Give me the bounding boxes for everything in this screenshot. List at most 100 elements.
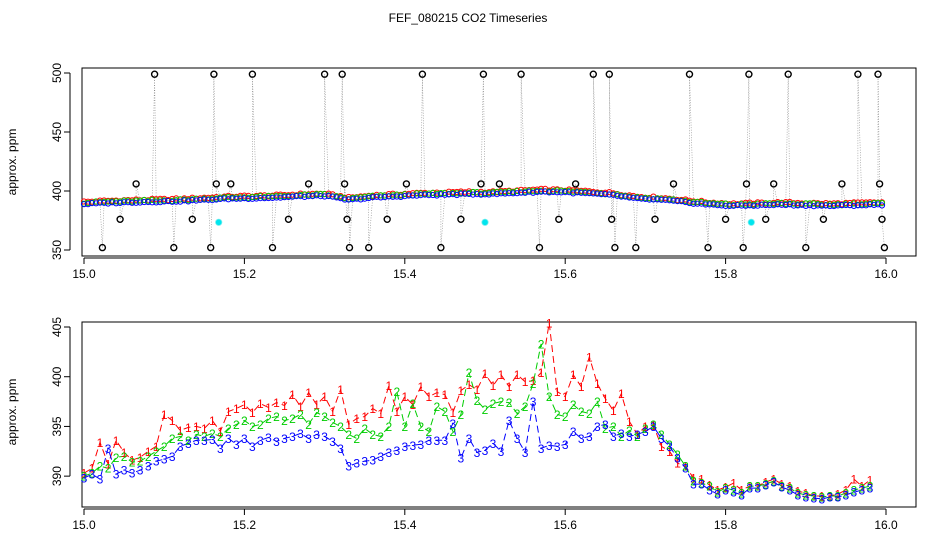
bottom-point-series-2: 2 (458, 408, 465, 422)
bottom-x-tick-label: 15.6 (554, 518, 578, 532)
top-point-raw (762, 215, 770, 224)
top-point-series-1 (858, 199, 866, 206)
bottom-point-series-2: 2 (754, 480, 761, 494)
top-point-series-1 (309, 190, 316, 197)
top-y-axis-label: approx. ppm (5, 129, 19, 196)
bottom-point-series-1: 1 (794, 485, 801, 499)
bottom-point-series-1: 1 (273, 396, 280, 410)
bottom-point-series-3: 3 (305, 432, 312, 446)
bottom-point-series-1: 1 (827, 490, 834, 504)
bottom-point-series-2: 2 (843, 487, 850, 501)
top-point-series-3 (822, 202, 830, 209)
bottom-point-series-3: 3 (393, 444, 400, 458)
bottom-point-series-3: 3 (770, 476, 777, 490)
bottom-point-series-1: 1 (185, 421, 192, 435)
top-point-series-3 (393, 193, 400, 200)
bottom-point-series-1: 1 (177, 424, 184, 438)
bottom-point-series-1: 1 (105, 458, 112, 472)
top-point-series-2 (105, 198, 112, 205)
bottom-point-series-2: 2 (361, 422, 368, 436)
top-point-series-3 (542, 188, 549, 195)
top-point-raw (210, 70, 218, 78)
bottom-y-tick-label: 395 (50, 416, 64, 436)
bottom-point-series-3: 3 (329, 435, 336, 449)
bottom-point-series-2: 2 (409, 397, 416, 411)
top-point-series-3 (506, 190, 513, 197)
top-point-series-2 (225, 194, 232, 201)
bottom-point-series-2: 2 (305, 418, 312, 432)
top-point-raw (605, 70, 613, 78)
bottom-point-series-1: 1 (145, 445, 152, 459)
bottom-point-series-1: 1 (281, 399, 288, 413)
bottom-point-series-1: 1 (482, 367, 489, 381)
bottom-point-series-1: 1 (746, 480, 753, 494)
top-point-series-2 (92, 198, 100, 205)
bottom-point-series-2: 2 (738, 487, 745, 501)
top-point-raw (874, 70, 882, 78)
bottom-point-series-1: 1 (257, 397, 264, 411)
bottom-point-series-1: 1 (417, 380, 424, 394)
bottom-point-series-3: 3 (794, 489, 801, 503)
bottom-point-series-2: 2 (562, 410, 569, 424)
bottom-point-series-1: 1 (369, 402, 376, 416)
bottom-line-series-1 (83, 322, 871, 497)
bottom-point-series-3: 3 (746, 482, 753, 496)
bottom-point-series-3: 3 (650, 420, 657, 434)
bottom-point-series-2: 2 (369, 428, 376, 442)
bottom-point-series-2: 2 (810, 490, 817, 504)
bottom-point-series-1: 1 (474, 383, 481, 397)
bottom-point-series-2: 2 (538, 337, 545, 351)
bottom-x-tick-label: 16.0 (874, 518, 898, 532)
top-point-series-2 (177, 196, 184, 203)
top-point-series-3 (329, 193, 336, 200)
top-point-series-3 (658, 196, 665, 203)
top-point-series-3 (694, 200, 701, 207)
bottom-point-series-2: 2 (578, 405, 585, 419)
bottom-point-series-2: 2 (385, 420, 392, 434)
top-point-series-3 (381, 193, 388, 201)
bottom-point-series-3: 3 (353, 457, 360, 471)
bottom-point-series-2: 2 (193, 428, 200, 442)
top-point-series-2 (878, 200, 886, 207)
top-y-tick-label: 400 (50, 181, 64, 201)
top-point-series-3 (273, 194, 280, 201)
top-point-raw (854, 70, 862, 78)
bottom-point-series-1: 1 (859, 480, 866, 494)
top-x-tick-label: 15.0 (72, 267, 96, 281)
top-point-raw (875, 180, 884, 188)
bottom-point-series-2: 2 (273, 410, 280, 424)
top-point-series-3 (710, 201, 717, 208)
top-point-raw (320, 70, 329, 78)
bottom-point-series-3: 3 (474, 446, 481, 460)
bottom-point-series-3: 3 (835, 491, 842, 505)
top-plot-frame (81, 67, 917, 257)
top-x-tick-label: 16.0 (874, 267, 898, 281)
bottom-point-series-2: 2 (746, 480, 753, 494)
top-point-raw (304, 180, 313, 188)
bottom-point-series-2: 2 (586, 407, 593, 421)
bottom-point-series-3: 3 (257, 434, 264, 448)
bottom-panel: approx. ppm 15.0 15.2 15.4 15.6 15.8 16.0 390 3… (5, 317, 917, 532)
bottom-point-series-1: 1 (393, 405, 400, 419)
bottom-point-series-1: 1 (778, 478, 785, 492)
bottom-point-series-2: 2 (225, 422, 232, 436)
bottom-point-series-2: 2 (554, 408, 561, 422)
top-point-series-3 (654, 196, 661, 203)
bottom-point-series-3: 3 (369, 454, 376, 468)
bottom-point-series-3: 3 (289, 430, 296, 444)
bottom-point-series-3: 3 (217, 442, 224, 456)
bottom-point-series-2: 2 (345, 428, 352, 442)
bottom-point-series-3: 3 (450, 417, 457, 431)
bottom-point-series-3: 3 (458, 452, 465, 466)
top-point-raw (802, 243, 810, 252)
top-point-series-3 (674, 198, 681, 205)
top-point-series-3 (878, 202, 886, 209)
bottom-point-series-2: 2 (778, 480, 785, 494)
top-point-raw (555, 215, 563, 224)
bottom-point-series-3: 3 (618, 427, 625, 441)
bottom-point-series-1: 1 (498, 368, 505, 382)
bottom-y-tick-label: 390 (50, 466, 64, 486)
top-x-tick-label: 15.8 (714, 267, 738, 281)
bottom-point-series-3: 3 (562, 438, 569, 452)
bottom-point-series-1: 1 (538, 366, 545, 380)
